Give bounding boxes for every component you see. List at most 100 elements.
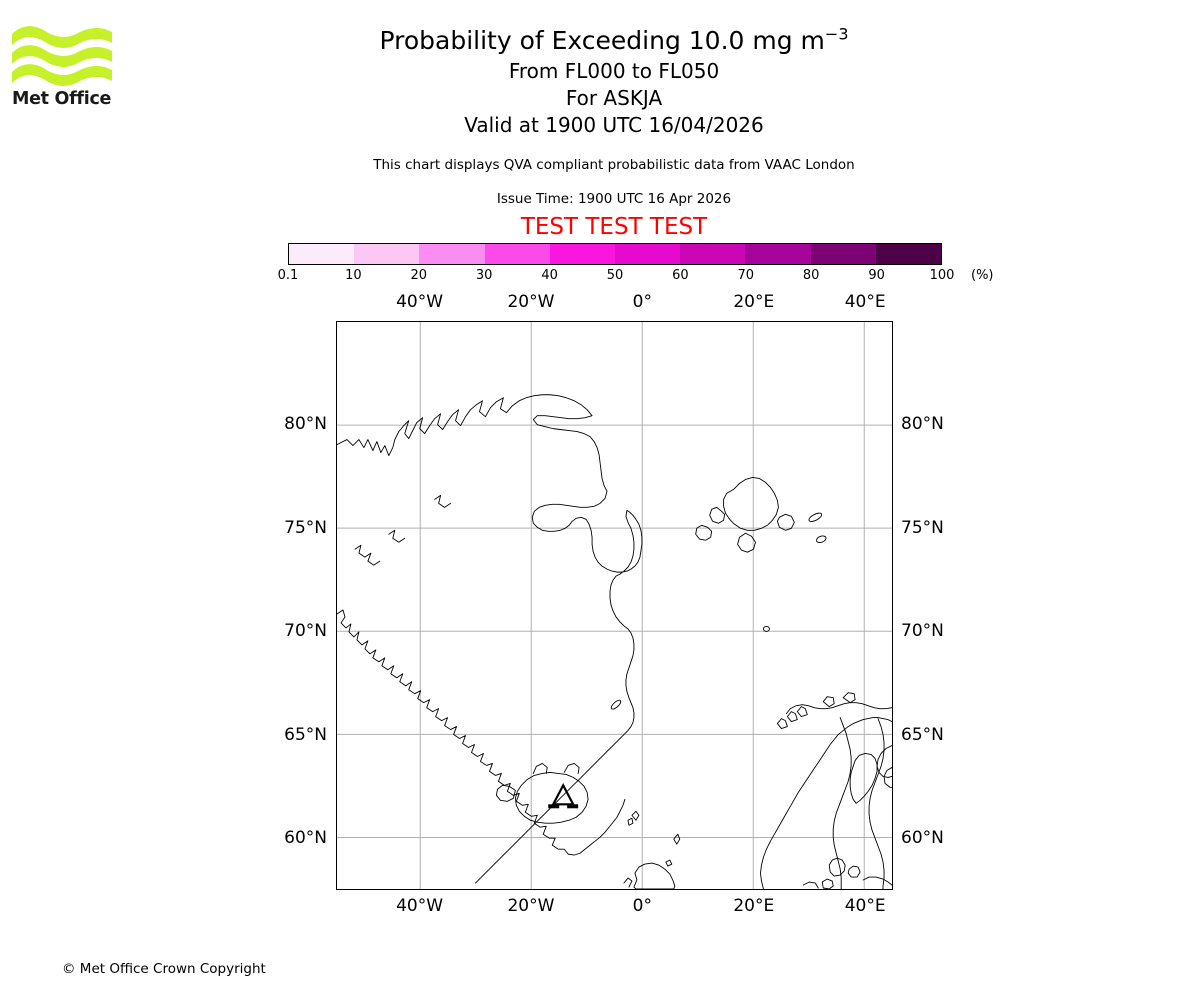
denmark-zealand [847, 865, 861, 878]
colorbar-unit-label: (%) [971, 268, 994, 283]
colorbar-tick-0.1: 0.1 [277, 268, 299, 283]
lofoten-island-b [786, 711, 798, 723]
title-valid-time: Valid at 1900 UTC 16/04/2026 [464, 113, 764, 137]
colorbar-tick-100: 100 [929, 268, 955, 283]
lon-label-top-40°E: 40°E [844, 292, 886, 312]
colorbar-tick-80: 80 [802, 268, 820, 283]
finland-east-border [868, 718, 885, 889]
greenland-north-fjords-c [434, 494, 452, 508]
svalbard-spitsbergen [723, 477, 779, 531]
lat-label-left-60°N: 60°N [284, 828, 327, 849]
met-office-logo-text: Met Office [12, 89, 112, 109]
colorbar-swatches [288, 243, 942, 265]
norway-north-coast [785, 702, 892, 715]
page-title-exponent: −3 [824, 24, 849, 44]
colorbar-tick-90: 90 [868, 268, 885, 283]
lon-label-bottom-40°E: 40°E [844, 896, 886, 916]
svalbard-kvitoya [808, 512, 823, 522]
norway-north-island [822, 696, 835, 708]
map-plot-area [336, 321, 893, 890]
lon-label-bottom-20°E: 20°E [733, 896, 775, 916]
lon-label-top-20°E: 20°E [733, 292, 775, 312]
map-gridlines [337, 322, 892, 889]
colorbar-tick-50: 50 [606, 268, 624, 283]
disclaimer-text: This chart displays QVA compliant probab… [373, 157, 855, 173]
greenland-east-coast [337, 394, 643, 884]
colorbar-tick-60: 60 [672, 268, 689, 283]
lat-label-right-70°N: 70°N [901, 621, 944, 642]
met-office-logo: Met Office [12, 22, 112, 114]
sweden-west-border [832, 717, 852, 889]
svalbard-edgeoya [776, 513, 795, 531]
copyright-notice: © Met Office Crown Copyright [62, 961, 266, 977]
colorbar-tick-10: 10 [345, 268, 362, 283]
bear-island [763, 625, 770, 632]
colorbar-tick-70: 70 [737, 268, 755, 283]
page-title-text: Probability of Exceeding 10.0 mg m [379, 26, 825, 55]
svalbard-south [737, 532, 756, 553]
colorbar-swatch-4 [549, 244, 616, 264]
lon-label-bottom-40°W: 40°W [396, 896, 444, 916]
outer-hebrides [623, 877, 633, 888]
baltic-south-coast [862, 876, 892, 886]
greenland-north-fjords-a [354, 544, 381, 566]
iceland-northeast-peninsula [563, 762, 580, 774]
jan-mayen [610, 699, 622, 710]
shetland-islands [673, 833, 681, 845]
lat-label-left-80°N: 80°N [284, 414, 327, 435]
colorbar-swatch-1 [354, 244, 420, 264]
lon-label-top-40°W: 40°W [396, 292, 444, 312]
scotland [633, 862, 676, 889]
iceland-westfjords [495, 784, 516, 802]
iceland-mainland [514, 771, 589, 824]
title-volcano: For ASKJA [565, 86, 663, 110]
colorbar-swatch-3 [484, 244, 550, 264]
denmark-south [821, 878, 834, 889]
iceland-north-peninsula [532, 762, 548, 774]
map-canvas [337, 322, 892, 889]
lat-label-left-75°N: 75°N [284, 517, 327, 538]
svalbard-islet [816, 535, 827, 543]
colorbar-swatch-9 [875, 244, 942, 264]
probability-colorbar [288, 243, 942, 265]
colorbar-tick-40: 40 [541, 268, 558, 283]
lon-label-bottom-0°: 0° [632, 896, 653, 916]
lat-label-right-80°N: 80°N [901, 414, 944, 435]
kola-inlet [883, 766, 892, 788]
greenland-west-coast [337, 609, 626, 856]
lofoten-island-a [796, 706, 808, 718]
north-sea-coast [802, 881, 819, 889]
greenland-west-coast-support [337, 666, 625, 809]
lat-label-right-60°N: 60°N [901, 828, 944, 849]
faroe-islands [631, 810, 640, 821]
svalbard-prins-karls [695, 524, 713, 541]
colorbar-swatch-0 [289, 244, 355, 264]
greenland-north-fjords-b [388, 529, 406, 543]
faroe-islands-south [627, 817, 634, 826]
title-flight-levels: From FL000 to FL050 [508, 59, 720, 83]
lat-label-left-65°N: 65°N [284, 724, 327, 745]
lat-label-left-70°N: 70°N [284, 621, 327, 642]
met-office-wave-mark [12, 26, 112, 86]
white-sea-coast [876, 745, 892, 778]
lat-label-right-75°N: 75°N [901, 517, 944, 538]
colorbar-tick-30: 30 [475, 268, 493, 283]
lon-label-bottom-20°W: 20°W [507, 896, 555, 916]
norway-west-coast [760, 717, 892, 889]
colorbar-swatch-7 [745, 244, 811, 264]
test-banner: TEST TEST TEST [520, 214, 708, 240]
colorbar-tick-labels: 0.1 10 20 30 40 50 60 70 80 90 100 [278, 268, 955, 286]
issue-time-text: Issue Time: 1900 UTC 16 Apr 2026 [496, 191, 732, 207]
chart-title-block: Probability of Exceeding 10.0 mg m−3 Fro… [0, 24, 1200, 139]
page-title: Probability of Exceeding 10.0 mg m−3 [28, 24, 1200, 58]
colorbar-swatch-6 [680, 244, 746, 264]
orkney-islands [665, 859, 673, 867]
map-coastlines [337, 394, 892, 889]
gulf-of-bothnia [849, 753, 878, 804]
norway-north-island-b [842, 692, 856, 704]
colorbar-swatch-5 [615, 244, 681, 264]
lon-label-top-20°W: 20°W [507, 292, 555, 312]
lat-label-right-65°N: 65°N [901, 724, 944, 745]
svalbard-west-island [709, 506, 726, 524]
lofoten-island-c [776, 718, 788, 730]
